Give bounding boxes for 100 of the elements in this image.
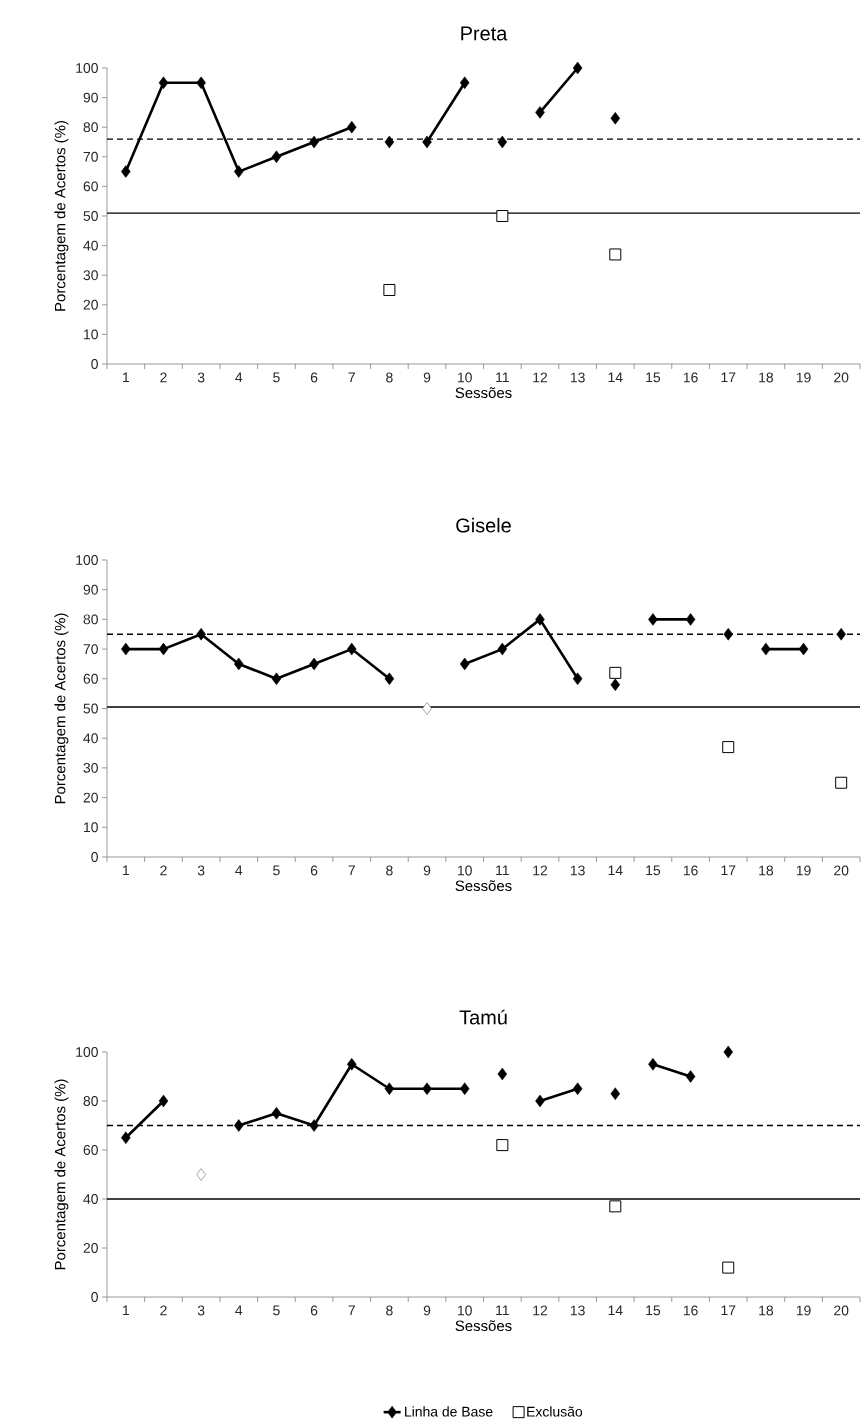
point (497, 1067, 508, 1081)
x-tick-label: 11 (496, 372, 509, 383)
chart-title: Tamú (459, 1009, 507, 1025)
point (798, 642, 809, 656)
y-tick-label: 10 (84, 329, 98, 340)
point (609, 1200, 622, 1213)
y-tick-label: 0 (91, 852, 98, 862)
x-tick-label: 14 (608, 372, 623, 383)
x-tick-label: 7 (348, 372, 355, 383)
x-tick-label: 2 (160, 865, 167, 876)
point (196, 627, 206, 641)
x-tick-label: 17 (721, 372, 736, 383)
point (836, 627, 846, 641)
x-tick-label: 16 (683, 865, 698, 876)
point (722, 741, 735, 754)
point (572, 672, 583, 686)
y-tick-label: 40 (83, 1194, 98, 1204)
point (271, 150, 282, 164)
x-tick-label: 12 (533, 1305, 548, 1316)
y-tick-label: 20 (83, 1243, 98, 1253)
y-tick-label: 20 (83, 792, 98, 803)
x-tick-label: 19 (796, 1305, 811, 1316)
point (234, 657, 244, 671)
x-tick-label: 8 (386, 372, 393, 383)
x-tick-label: 17 (721, 865, 736, 876)
point (535, 1094, 545, 1108)
y-tick-label: 100 (76, 555, 98, 565)
point (121, 642, 131, 656)
x-tick-label: 5 (273, 865, 280, 876)
x-tick-label: 6 (310, 372, 318, 383)
point (346, 642, 357, 656)
point (309, 657, 319, 671)
x-tick-label: 4 (235, 1305, 243, 1316)
point (422, 135, 432, 149)
x-axis-title: Sessões (455, 880, 512, 892)
point (422, 702, 432, 715)
x-tick-label: 3 (197, 372, 205, 383)
point (722, 1261, 735, 1274)
point (234, 1119, 244, 1132)
y-tick-label: 60 (83, 181, 98, 192)
x-tick-label: 5 (273, 1305, 280, 1316)
point (610, 112, 621, 125)
point (497, 135, 508, 149)
x-tick-label: 18 (759, 865, 774, 876)
point (535, 613, 545, 626)
x-tick-label: 8 (386, 1305, 393, 1316)
point (761, 642, 771, 656)
chart-title: Preta (461, 26, 508, 41)
y-axis-title: Porcentagem de Acertos (%) (54, 121, 69, 311)
y-tick-label: 50 (83, 211, 98, 221)
point (158, 642, 169, 656)
x-tick-label: 11 (496, 1305, 509, 1316)
point (723, 1045, 733, 1059)
point (835, 776, 848, 789)
point (496, 209, 509, 222)
y-tick-label: 0 (91, 1292, 98, 1302)
x-tick-label: 15 (646, 865, 661, 876)
x-tick-label: 9 (423, 372, 431, 383)
y-tick-label: 60 (83, 673, 98, 684)
x-tick-label: 15 (646, 1305, 661, 1316)
x-tick-label: 1 (123, 865, 130, 876)
x-tick-label: 1 (123, 1305, 130, 1316)
point (271, 1107, 282, 1120)
x-tick-label: 12 (533, 372, 548, 383)
x-tick-label: 13 (570, 372, 585, 383)
x-tick-label: 12 (533, 865, 548, 876)
y-tick-label: 60 (83, 1145, 98, 1155)
x-tick-label: 7 (348, 1305, 355, 1316)
x-tick-label: 15 (646, 372, 661, 383)
x-tick-label: 14 (608, 865, 623, 876)
x-tick-label: 13 (570, 1305, 585, 1316)
y-tick-label: 40 (83, 240, 98, 251)
x-tick-label: 9 (423, 865, 431, 876)
x-tick-label: 18 (759, 1305, 774, 1316)
chart-title: Gisele (456, 517, 511, 533)
point (196, 1168, 206, 1181)
point (572, 61, 583, 75)
x-tick-label: 20 (834, 372, 849, 383)
point (459, 657, 470, 671)
point (422, 1082, 432, 1095)
x-tick-label: 9 (423, 1305, 431, 1316)
x-tick-label: 17 (721, 1305, 736, 1316)
point (459, 76, 470, 90)
x-tick-label: 14 (608, 1305, 623, 1316)
point (196, 76, 206, 90)
legend-label: Linha de Base (405, 1406, 493, 1417)
x-tick-label: 10 (457, 865, 472, 876)
point (384, 135, 395, 149)
x-tick-label: 20 (834, 865, 849, 876)
x-tick-label: 6 (310, 1305, 318, 1316)
x-tick-label: 16 (683, 372, 698, 383)
point (158, 76, 169, 90)
x-tick-label: 18 (759, 372, 774, 383)
x-tick-label: 10 (457, 1305, 472, 1316)
point (121, 1131, 131, 1144)
point (609, 248, 622, 261)
y-tick-label: 0 (91, 359, 98, 369)
y-axis-title: Porcentagem de Acertos (%) (54, 1079, 69, 1270)
point (609, 666, 622, 679)
point (346, 120, 357, 134)
